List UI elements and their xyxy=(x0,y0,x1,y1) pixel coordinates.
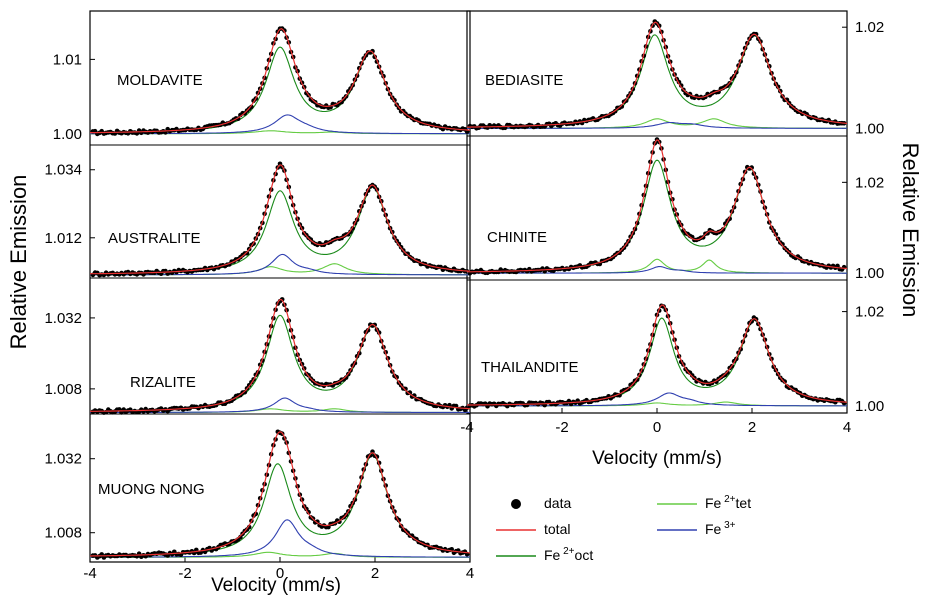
x-tick-label: -4 xyxy=(460,419,473,436)
y-tick-label: 1.00 xyxy=(53,126,82,143)
data-point xyxy=(244,250,250,256)
y-tick-label: 1.02 xyxy=(855,304,884,321)
legend-item-total: total xyxy=(496,521,570,537)
data-points xyxy=(467,137,847,276)
legend-item-data: data xyxy=(511,495,571,511)
data-point xyxy=(725,370,730,375)
y-tick-label: 1.008 xyxy=(44,525,82,542)
legend-label: Fe 3+ xyxy=(705,520,736,537)
panel-muong-nong: MUONG NONG xyxy=(90,429,471,560)
left-column-frame xyxy=(89,10,471,563)
y-tick-label: 1.01 xyxy=(53,51,82,68)
panel-australite: AUSTRALITE xyxy=(89,161,471,279)
panel-frames xyxy=(89,10,848,563)
series-line-total xyxy=(467,139,848,273)
data-points xyxy=(90,161,470,278)
y-tick-label: 1.012 xyxy=(44,230,82,247)
data-point xyxy=(720,227,726,232)
panel-bediasite: BEDIASITE xyxy=(467,19,848,137)
data-points xyxy=(467,303,847,409)
data-point xyxy=(238,534,243,540)
data-point xyxy=(370,48,375,54)
data-point xyxy=(249,104,254,110)
legend-item-tet: Fe 2+tet xyxy=(657,494,751,511)
sample-label: CHINITE xyxy=(487,229,547,246)
y-tick-label: 1.02 xyxy=(855,19,884,36)
sample-label: AUSTRALITE xyxy=(108,230,201,247)
legend-label: total xyxy=(544,521,570,537)
y-tick-label: 1.034 xyxy=(44,162,82,179)
y-axis-label-right: Relative Emission xyxy=(898,143,923,318)
x-tick-label: 4 xyxy=(843,419,851,436)
data-point xyxy=(343,375,349,380)
data-point xyxy=(782,379,787,384)
legend: data Fe 2+tet total Fe 3+ Fe 2+oct xyxy=(496,494,751,563)
series-line-fe3 xyxy=(467,392,847,407)
y-tick-label: 1.00 xyxy=(855,398,884,415)
x-tick-label: -2 xyxy=(178,565,191,582)
y-tick-label: 1.02 xyxy=(855,174,884,191)
legend-label: data xyxy=(544,495,571,511)
series-line-oct xyxy=(90,453,471,557)
data-point xyxy=(405,251,411,257)
data-point xyxy=(749,165,754,170)
legend-label: Fe 2+oct xyxy=(544,546,593,563)
legend-item-oct: Fe 2+oct xyxy=(496,546,593,563)
spectra-panels: MOLDAVITE AUSTRALITE RIZALITE MUONG NONG BED… xyxy=(89,19,848,560)
panel-chinite: CHINITE xyxy=(467,137,848,281)
y-tick-label: 1.008 xyxy=(44,381,82,398)
series-line-total xyxy=(90,431,471,557)
axis-tick-labels: 1.00 1.01 1.012 1.034 1.008 1.032 1.008 1.032 1.… xyxy=(44,19,884,582)
sample-label: BEDIASITE xyxy=(485,72,563,89)
legend-marker xyxy=(511,499,521,509)
series-line-fe3 xyxy=(467,121,847,129)
x-tick-label: 0 xyxy=(653,419,661,436)
panel-moldavite: MOLDAVITE xyxy=(90,26,471,146)
y-tick-label: 1.032 xyxy=(44,451,82,468)
data-point xyxy=(784,97,790,103)
series-line-total xyxy=(467,21,848,128)
data-point xyxy=(242,389,248,395)
x-tick-label: 2 xyxy=(748,419,756,436)
y-tick-label: 1.00 xyxy=(855,120,884,137)
panel-rizalite: RIZALITE xyxy=(90,297,471,415)
x-axis-label-right: Velocity (mm/s) xyxy=(592,448,722,469)
sample-label: MUONG NONG xyxy=(98,481,205,498)
data-point xyxy=(403,386,408,392)
x-tick-label: -2 xyxy=(555,419,568,436)
panel-thailandite: THAILANDITE xyxy=(467,303,848,409)
x-tick-label: 4 xyxy=(466,565,474,582)
series-line-total xyxy=(90,299,471,412)
series-line-fe3 xyxy=(90,519,470,558)
data-point xyxy=(279,297,285,302)
x-tick-label: 0 xyxy=(276,565,284,582)
y-tick-label: 1.032 xyxy=(44,310,82,327)
sample-label: MOLDAVITE xyxy=(117,72,203,89)
series-line-total xyxy=(467,304,848,406)
data-point xyxy=(619,104,625,109)
series-line-total xyxy=(90,28,471,134)
sample-label: RIZALITE xyxy=(130,374,196,391)
legend-label: Fe 2+tet xyxy=(705,494,751,511)
series-line-total xyxy=(89,164,471,275)
y-axis-label-left: Relative Emission xyxy=(6,175,31,350)
sample-label: THAILANDITE xyxy=(481,359,579,376)
y-tick-label: 1.00 xyxy=(855,265,884,282)
x-axis-label-left: Velocity (mm/s) xyxy=(211,575,341,596)
x-tick-label: 2 xyxy=(371,565,379,582)
data-point xyxy=(372,322,378,328)
legend-item-Fe: Fe 3+ xyxy=(657,520,736,537)
x-tick-label: -4 xyxy=(83,565,96,582)
data-point xyxy=(753,31,759,37)
